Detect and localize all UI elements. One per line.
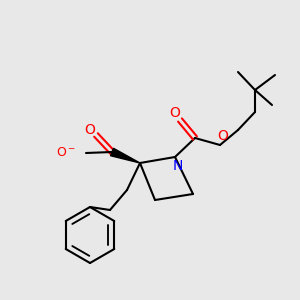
Text: O: O xyxy=(169,106,180,120)
Text: O$^-$: O$^-$ xyxy=(56,146,76,158)
Text: O: O xyxy=(85,123,95,137)
Polygon shape xyxy=(110,148,140,163)
Text: O: O xyxy=(218,129,228,143)
Text: N: N xyxy=(173,159,183,173)
